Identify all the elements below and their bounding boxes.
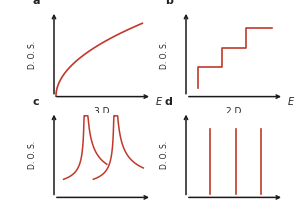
Text: D. O. S.: D. O. S. bbox=[28, 41, 38, 69]
Text: 3 D: 3 D bbox=[94, 107, 110, 116]
Text: E: E bbox=[156, 97, 162, 107]
Text: D. O. S.: D. O. S. bbox=[160, 141, 169, 169]
Text: b: b bbox=[165, 0, 173, 6]
Text: a: a bbox=[33, 0, 40, 6]
Text: D. O. S.: D. O. S. bbox=[28, 141, 38, 169]
Text: Quantum Well: Quantum Well bbox=[204, 122, 264, 131]
Text: Bulk Semiconductor: Bulk Semiconductor bbox=[60, 122, 144, 131]
Text: d: d bbox=[165, 97, 173, 107]
Text: 2 D: 2 D bbox=[226, 107, 242, 116]
Text: c: c bbox=[33, 97, 40, 107]
Text: E: E bbox=[288, 97, 294, 107]
Text: D. O. S.: D. O. S. bbox=[160, 41, 169, 69]
